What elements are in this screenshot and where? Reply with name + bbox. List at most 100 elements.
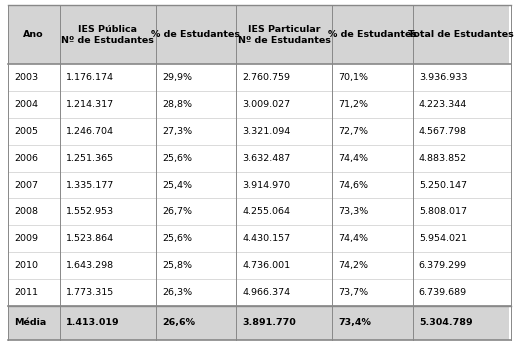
Text: 1.413.019: 1.413.019 [66,318,119,328]
Text: 74,4%: 74,4% [338,234,368,243]
Bar [156,145,236,172]
Text: 3.009.027: 3.009.027 [242,100,291,109]
Text: 28,8%: 28,8% [162,100,192,109]
Text: 1.552.953: 1.552.953 [66,208,114,216]
Text: 3.891.770: 3.891.770 [242,318,296,328]
Bar [156,118,236,145]
Text: 1.251.365: 1.251.365 [66,154,114,163]
Bar [332,172,413,199]
Text: 25,6%: 25,6% [162,154,192,163]
Text: IES Particular
Nº de Estudantes: IES Particular Nº de Estudantes [238,25,331,45]
Bar [413,118,509,145]
Bar [236,306,332,340]
Bar [413,5,509,64]
Bar [8,306,60,340]
Bar [156,5,236,64]
Bar [236,172,332,199]
Bar [60,252,156,279]
Text: 5.808.017: 5.808.017 [419,208,467,216]
Text: 6.379.299: 6.379.299 [419,261,467,270]
Text: 1.214.317: 1.214.317 [66,100,114,109]
Bar [156,172,236,199]
Bar [60,145,156,172]
Bar [413,279,509,306]
Text: 74,4%: 74,4% [338,154,368,163]
Bar [8,252,60,279]
Bar [60,225,156,252]
Bar [236,145,332,172]
Bar [8,225,60,252]
Bar [413,225,509,252]
Text: 1.335.177: 1.335.177 [66,180,114,189]
Bar [332,64,413,91]
Bar [332,118,413,145]
Bar [156,64,236,91]
Text: 3.632.487: 3.632.487 [242,154,291,163]
Text: 2003: 2003 [14,73,38,82]
Text: 2007: 2007 [14,180,38,189]
Bar [60,199,156,225]
Text: 73,3%: 73,3% [338,208,368,216]
Text: 73,4%: 73,4% [338,318,371,328]
Bar [413,252,509,279]
Bar [236,279,332,306]
Text: 3.936.933: 3.936.933 [419,73,467,82]
Bar [236,91,332,118]
Text: % de Estudantes: % de Estudantes [328,30,417,39]
Bar [332,5,413,64]
Text: 25,6%: 25,6% [162,234,192,243]
Bar [332,279,413,306]
Bar [8,145,60,172]
Text: 2009: 2009 [14,234,38,243]
Bar [413,91,509,118]
Text: 1.643.298: 1.643.298 [66,261,114,270]
Bar [60,5,156,64]
Text: 5.954.021: 5.954.021 [419,234,467,243]
Bar [413,172,509,199]
Text: 1.176.174: 1.176.174 [66,73,114,82]
Text: 29,9%: 29,9% [162,73,192,82]
Text: 6.739.689: 6.739.689 [419,288,467,297]
Bar [236,225,332,252]
Bar [8,118,60,145]
Text: 4.223.344: 4.223.344 [419,100,467,109]
Bar [60,279,156,306]
Text: 25,8%: 25,8% [162,261,192,270]
Text: 4.430.157: 4.430.157 [242,234,291,243]
Text: Ano: Ano [23,30,44,39]
Bar [8,64,60,91]
Text: 2011: 2011 [14,288,38,297]
Bar [8,279,60,306]
Text: 2010: 2010 [14,261,38,270]
Text: 3.914.970: 3.914.970 [242,180,291,189]
Text: 25,4%: 25,4% [162,180,192,189]
Text: 70,1%: 70,1% [338,73,368,82]
Bar [60,172,156,199]
Text: 4.883.852: 4.883.852 [419,154,467,163]
Bar [413,306,509,340]
Text: Total de Estudantes: Total de Estudantes [408,30,513,39]
Text: 5.250.147: 5.250.147 [419,180,467,189]
Bar [413,64,509,91]
Bar [236,64,332,91]
Text: 26,3%: 26,3% [162,288,192,297]
Text: 74,2%: 74,2% [338,261,368,270]
Bar [413,199,509,225]
Bar [332,145,413,172]
Bar [156,279,236,306]
Text: 2004: 2004 [14,100,38,109]
Text: 74,6%: 74,6% [338,180,368,189]
Text: 2005: 2005 [14,127,38,136]
Bar [332,91,413,118]
Bar [332,225,413,252]
Text: % de Estudantes: % de Estudantes [152,30,240,39]
Bar [236,118,332,145]
Bar [413,145,509,172]
Bar [60,91,156,118]
Bar [332,306,413,340]
Bar [236,252,332,279]
Bar [60,306,156,340]
Bar [236,5,332,64]
Text: 4.736.001: 4.736.001 [242,261,291,270]
Text: 71,2%: 71,2% [338,100,368,109]
